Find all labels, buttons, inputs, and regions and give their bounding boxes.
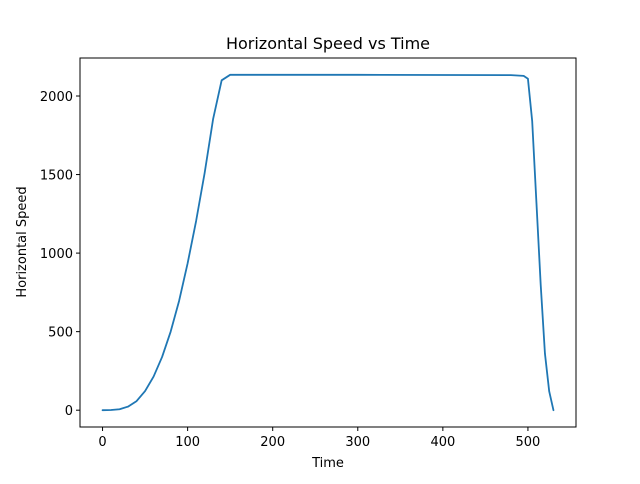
y-tick-label: 1000 [40,247,73,262]
series-layer [101,73,555,412]
x-tick-label: 200 [260,435,285,450]
x-tick-label: 300 [345,435,370,450]
plot-area [80,58,576,427]
x-tick-label: 500 [516,435,541,450]
x-tick-label: 400 [430,435,455,450]
x-axis: 0 100 200 300 400 500 [98,427,540,450]
y-tick-label: 500 [48,326,73,341]
y-axis: 0 500 1000 1500 2000 [40,90,80,419]
y-tick-label: 1500 [40,169,73,184]
x-tick-label: 0 [98,435,106,450]
y-tick-label: 2000 [40,90,73,105]
x-axis-label: Time [311,456,344,471]
plot-frame [79,57,577,428]
x-tick-label: 100 [175,435,200,450]
y-axis-label: Horizontal Speed [15,186,30,297]
y-tick-label: 0 [65,404,73,419]
series-line-0 [101,73,555,412]
chart-title: Horizontal Speed vs Time [226,34,430,53]
